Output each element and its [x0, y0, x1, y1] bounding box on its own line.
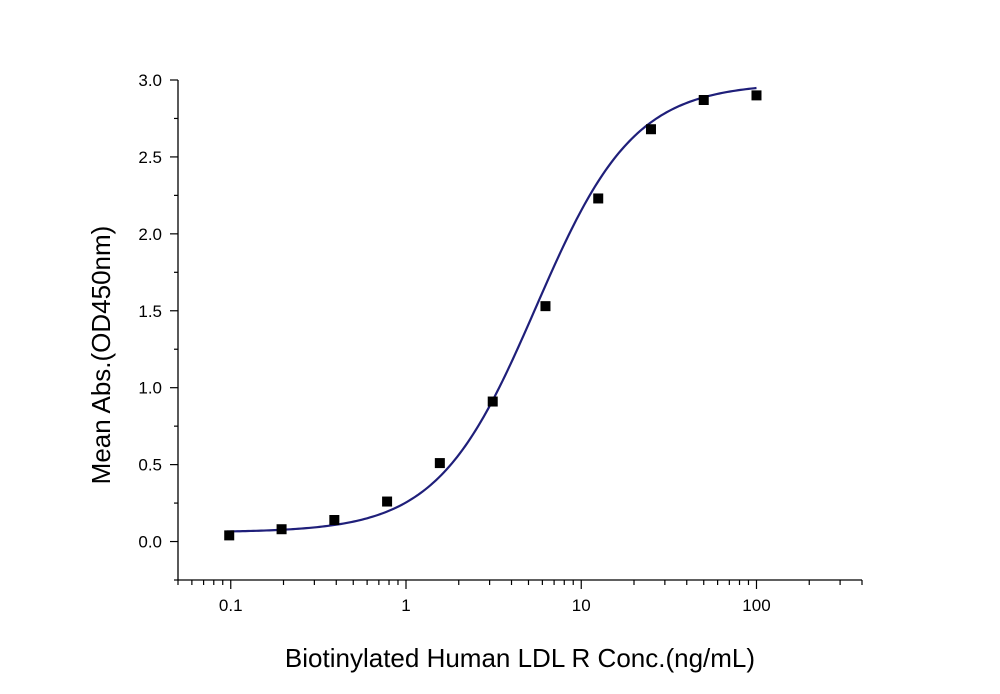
ticks — [170, 79, 863, 589]
tick-labels: 0.0 0.5 1.0 1.5 2.0 2.5 3.0 0.1 1 10 100 — [138, 71, 770, 615]
data-point — [645, 124, 656, 135]
data-point — [329, 515, 340, 525]
data-point — [751, 90, 762, 101]
data-point — [382, 496, 393, 507]
y-tick-label: 1.0 — [138, 379, 162, 398]
y-tick-label: 0.5 — [138, 456, 162, 475]
y-tick-label: 3.0 — [138, 71, 162, 90]
data-point — [224, 530, 235, 541]
x-tick-label: 0.1 — [219, 596, 243, 615]
data-point — [698, 95, 709, 105]
axes — [177, 80, 862, 581]
data-point — [593, 193, 604, 204]
y-axis-title: Mean Abs.(OD450nm) — [86, 226, 116, 485]
x-tick-label: 100 — [742, 596, 770, 615]
y-tick-label: 2.5 — [138, 148, 162, 167]
data-point — [487, 396, 498, 407]
x-tick-label: 10 — [572, 596, 591, 615]
x-tick-label: 1 — [401, 596, 410, 615]
data-point — [540, 301, 551, 312]
y-tick-label: 0.0 — [138, 533, 162, 552]
fit-curve — [226, 86, 757, 533]
data-points — [224, 90, 762, 541]
y-tick-label: 2.0 — [138, 225, 162, 244]
data-point — [434, 458, 445, 469]
y-tick-label: 1.5 — [138, 302, 162, 321]
data-point — [276, 524, 287, 535]
x-axis-title: Biotinylated Human LDL R Conc.(ng/mL) — [285, 643, 755, 673]
